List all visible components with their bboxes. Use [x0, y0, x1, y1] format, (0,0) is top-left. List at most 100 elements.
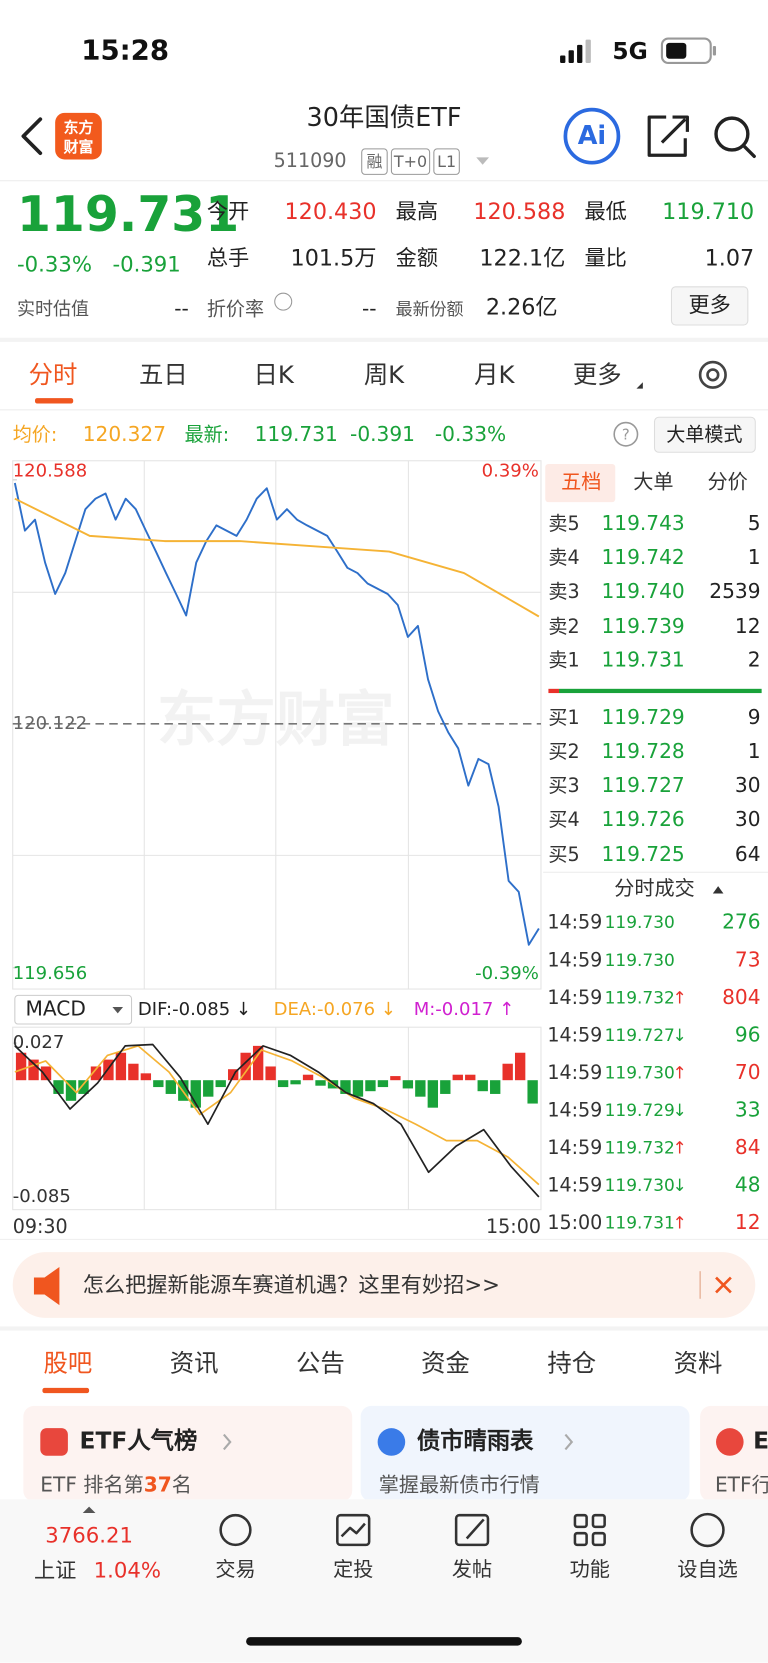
macd-bar: [440, 1080, 451, 1094]
y-tick-label: 119.656: [13, 963, 88, 984]
more-label[interactable]: 更多: [688, 293, 730, 318]
trade-volume: 96: [735, 1022, 761, 1046]
trade-volume: 33: [735, 1098, 761, 1122]
card-subtitle-part: 名: [172, 1472, 192, 1496]
chart-tab[interactable]: 月K: [474, 360, 515, 389]
book-tab[interactable]: 分价: [708, 470, 748, 494]
book-volume: 5: [748, 511, 761, 535]
home-indicator: [246, 1637, 522, 1646]
order-bar-buy: [559, 688, 762, 694]
avg-value: 120.327: [83, 422, 166, 446]
content-tab[interactable]: 资讯: [170, 1349, 219, 1378]
book-tab[interactable]: 大单: [633, 470, 673, 494]
chart-tab[interactable]: 更多: [573, 360, 622, 389]
card-title[interactable]: 债市晴雨表: [417, 1426, 534, 1454]
divider: [0, 1326, 768, 1331]
ai-label[interactable]: Ai: [578, 121, 606, 151]
macd-bar: [390, 1076, 401, 1081]
chart-tab[interactable]: 日K: [253, 360, 294, 389]
ai-button[interactable]: [563, 107, 621, 165]
book-price: 119.743: [601, 511, 684, 535]
content-tab[interactable]: 资金: [421, 1349, 470, 1378]
help-icon[interactable]: [613, 421, 639, 447]
chart-tab[interactable]: 五日: [139, 360, 188, 389]
index-change[interactable]: 1.04%: [94, 1558, 161, 1583]
card-title[interactable]: ETF人气榜: [80, 1426, 198, 1454]
status-time: 15:28: [81, 33, 169, 66]
macd-bar: [477, 1080, 488, 1092]
content-tab[interactable]: 资料: [674, 1349, 723, 1378]
card[interactable]: [23, 1405, 353, 1502]
indicator-label[interactable]: MACD: [25, 997, 85, 1021]
settings-button[interactable]: [698, 360, 727, 389]
field-label: 最低: [584, 200, 626, 225]
expand-icon[interactable]: [82, 1506, 96, 1514]
macd-bar: [128, 1063, 139, 1081]
close-button[interactable]: [715, 1276, 732, 1294]
index-name[interactable]: 上证: [34, 1558, 76, 1583]
order-bar-sell: [548, 688, 560, 694]
banner-text[interactable]: 怎么把握新能源车赛道机遇？这里有妙招>>: [83, 1273, 500, 1298]
field-label: 总手: [207, 246, 249, 271]
book-tab[interactable]: 五档: [561, 470, 601, 494]
content-tab[interactable]: 股吧: [44, 1349, 93, 1378]
nav-item[interactable]: 设自选: [677, 1557, 737, 1581]
trade-time: 14:59: [547, 986, 602, 1009]
back-button[interactable]: [21, 117, 43, 155]
card[interactable]: [360, 1405, 690, 1502]
chart-tab[interactable]: 周K: [364, 360, 405, 389]
trade-volume: 73: [735, 947, 761, 971]
trade-price: 119.730: [605, 951, 675, 971]
trade-arrow: ↑: [673, 988, 687, 1008]
nav-item[interactable]: 功能: [570, 1557, 610, 1581]
book-volume: 64: [735, 842, 761, 866]
nav-item[interactable]: 发帖: [452, 1557, 492, 1581]
dea-label: DEA:-0.076 ↓: [274, 999, 396, 1020]
more-button[interactable]: [670, 286, 749, 326]
trade-arrow: ↓: [673, 1026, 687, 1046]
info-icon[interactable]: [274, 292, 293, 311]
index-value[interactable]: 3766.21: [45, 1523, 133, 1548]
mode-button[interactable]: [653, 416, 756, 453]
tab-underline: [42, 1387, 90, 1394]
dropdown-icon[interactable]: [476, 157, 490, 165]
search-button[interactable]: [714, 116, 756, 159]
chart-tab[interactable]: 分时: [29, 360, 78, 389]
macd-bar: [140, 1073, 152, 1081]
field-value: 1.07: [705, 246, 755, 272]
macd-bar: [315, 1080, 326, 1086]
book-label: 买5: [548, 843, 579, 866]
book-label: 买1: [548, 706, 579, 729]
share-button[interactable]: [647, 115, 689, 157]
macd-bar: [402, 1080, 414, 1089]
book-price: 119.729: [601, 705, 684, 729]
field-value: 120.430: [284, 199, 376, 225]
book-price: 119.731: [601, 648, 684, 672]
y-tick-label: 0.027: [13, 1032, 65, 1053]
content-tab[interactable]: 持仓: [547, 1349, 596, 1378]
collapse-icon[interactable]: [712, 886, 724, 894]
book-price: 119.742: [601, 545, 684, 569]
tab-highlight: [545, 463, 616, 503]
trade-arrow: ↑: [673, 1214, 687, 1234]
nav-item[interactable]: 交易: [215, 1557, 255, 1581]
card-subtitle-part: 37: [144, 1472, 172, 1496]
card-title[interactable]: E: [753, 1426, 768, 1454]
tag: T+0: [393, 152, 427, 171]
macd-bar: [265, 1066, 276, 1081]
network-label: 5G: [612, 37, 647, 65]
book-volume: 2: [748, 648, 761, 672]
mode-label[interactable]: 大单模式: [666, 423, 742, 446]
content-tab[interactable]: 公告: [296, 1349, 345, 1378]
banner[interactable]: [12, 1252, 756, 1318]
macd-selector[interactable]: [14, 994, 133, 1025]
book-label: 买3: [548, 774, 579, 797]
nav-item[interactable]: 定投: [333, 1557, 373, 1581]
x-tick-label: 09:30: [13, 1215, 68, 1238]
field-value: 122.1亿: [479, 246, 565, 272]
book-price: 119.740: [601, 579, 684, 603]
card-subtitle-part: ETF行: [715, 1472, 768, 1496]
book-volume: 30: [735, 773, 761, 797]
